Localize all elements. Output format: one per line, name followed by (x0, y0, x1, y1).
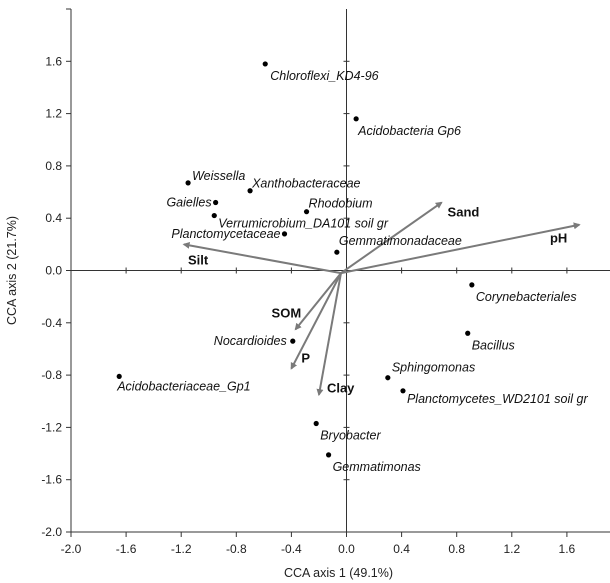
x-tick-label: 0.8 (448, 542, 465, 556)
taxon-point (185, 180, 191, 186)
vector-label-p: P (301, 351, 310, 366)
x-tick-label: -1.2 (171, 542, 192, 556)
taxon-point (313, 420, 319, 427)
taxon-point (213, 199, 219, 206)
taxon-label: Gaielles (166, 196, 211, 210)
axes: -2.0 -1.6 -1.2 -0.8 -0.4 0.0 0.4 0.8 1.2 1.6 1.6 1.… (41, 8, 610, 556)
taxon-label: Bryobacter (320, 428, 381, 442)
y-tick-label: 0.0 (45, 264, 62, 278)
taxon-point (247, 188, 253, 194)
taxa-points: Chloroflexi_KD4-96 Acidobacteria Gp6 Weiss… (116, 61, 588, 474)
y-tick-label: -0.4 (41, 316, 62, 330)
vector-arrow-clay (316, 272, 342, 397)
taxon-label: Gemmatimonadaceae (339, 234, 462, 248)
y-tick-label: -1.6 (41, 473, 62, 487)
vector-label-ph: pH (550, 231, 567, 246)
x-tick-label: 1.6 (559, 542, 576, 556)
y-tick-label: 0.8 (45, 159, 62, 173)
taxon-label: Planctomycetes_WD2101 soil gr (407, 392, 588, 406)
vector-label-silt: Silt (188, 252, 209, 267)
vector-arrow-silt (182, 241, 342, 275)
x-tick-label: -1.6 (116, 542, 137, 556)
vector-arrow-som (294, 272, 342, 331)
taxon-point (262, 61, 268, 67)
taxon-label: Planctomycetaceae (171, 227, 280, 241)
vector-label-sand: Sand (448, 205, 480, 220)
x-tick-label: -2.0 (61, 542, 82, 556)
x-tick-label: -0.4 (281, 542, 302, 556)
x-tick-label: -0.8 (226, 542, 247, 556)
taxon-label: Verrumicrobium_DA101 soil gr (218, 217, 389, 231)
taxon-point (303, 209, 310, 215)
vector-arrow-sand (340, 201, 443, 274)
taxon-label: Bacillus (472, 338, 515, 352)
taxon-label: Corynebacteriales (476, 290, 577, 304)
x-axis-title: CCA axis 1 (49.1%) (284, 566, 393, 580)
taxon-point (325, 452, 332, 458)
y-axis-title: CCA axis 2 (21.7%) (5, 216, 19, 325)
taxon-label: Acidobacteriaceae_Gp1 (116, 379, 250, 393)
vector-arrow-ph (340, 222, 581, 275)
taxon-label: Acidobacteria Gp6 (357, 124, 461, 138)
y-tick-label: -1.2 (41, 420, 62, 434)
taxon-point (469, 282, 475, 288)
taxon-point (290, 338, 296, 344)
taxon-label: Rhodobium (309, 197, 373, 211)
taxon-point (116, 373, 122, 380)
taxon-point (385, 375, 391, 381)
y-tick-label: 1.2 (45, 107, 62, 121)
vector-label-clay: Clay (327, 381, 355, 396)
vector-label-som: SOM (272, 305, 302, 320)
y-tick-label: -0.8 (41, 368, 62, 382)
y-tick-label: 1.6 (45, 54, 62, 68)
vector-arrow-p (290, 272, 342, 370)
taxon-point (465, 330, 471, 336)
x-tick-label: 0.0 (338, 542, 355, 556)
taxon-label: Sphingomonas (392, 361, 475, 375)
x-tick-label: 1.2 (503, 542, 520, 556)
taxon-point (211, 212, 217, 219)
taxon-point (334, 249, 340, 255)
taxon-label: Weissella (192, 169, 245, 183)
taxon-point (281, 231, 288, 237)
x-tick-label: 0.4 (393, 542, 410, 556)
taxon-label: Gemmatimonas (333, 460, 421, 474)
taxon-point (353, 116, 359, 122)
y-tick-label: 0.4 (45, 211, 62, 225)
taxon-label: Chloroflexi_KD4-96 (270, 69, 378, 83)
y-tick-label: -2.0 (41, 525, 62, 539)
taxon-label: Xanthobacteraceae (251, 177, 360, 191)
taxon-point (400, 388, 406, 394)
environmental-vectors: Sand pH Silt SOM P Clay (182, 201, 581, 397)
taxon-label: Nocardioides (214, 334, 287, 348)
